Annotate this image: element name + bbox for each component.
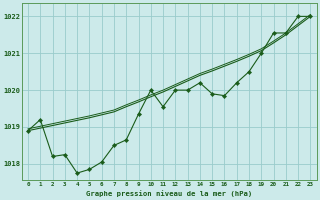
X-axis label: Graphe pression niveau de la mer (hPa): Graphe pression niveau de la mer (hPa) — [86, 190, 252, 197]
